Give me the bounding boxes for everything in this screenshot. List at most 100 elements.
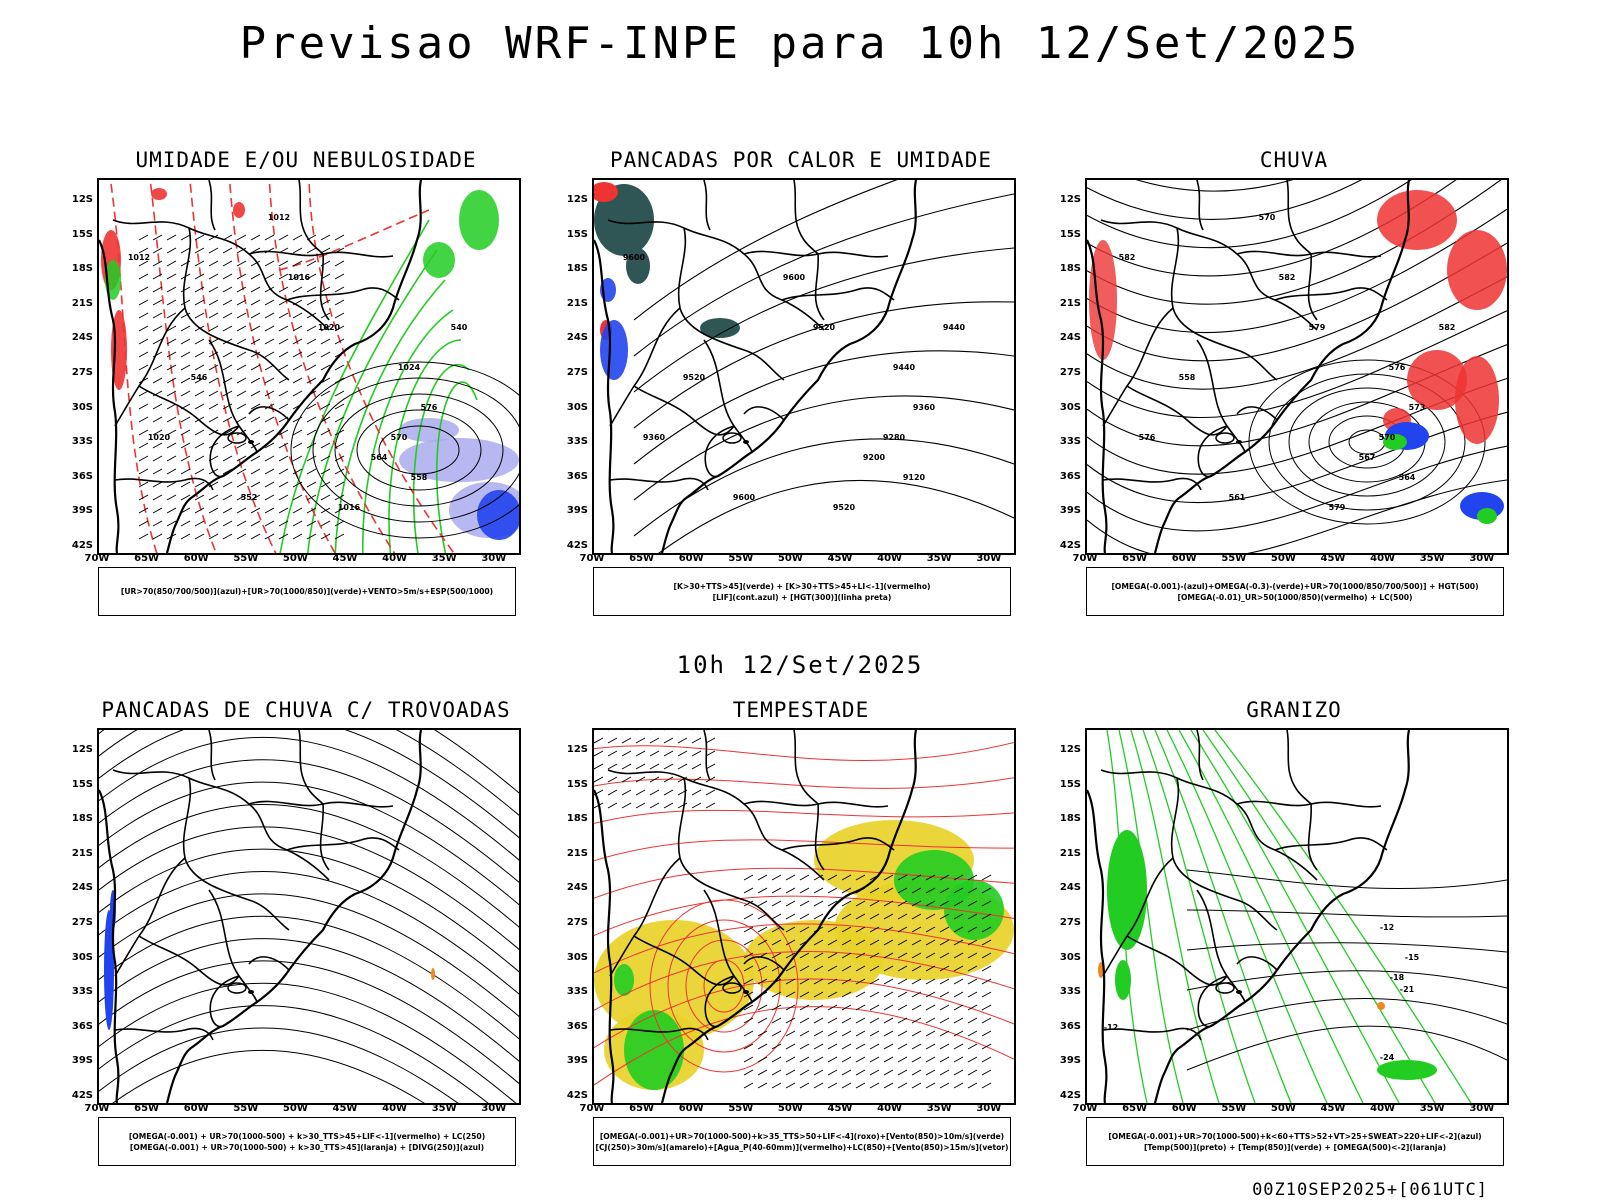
wind-vector [152,338,163,345]
lon-tick-label: 45W [332,1103,358,1114]
thickness-contour [228,180,336,553]
wind-vector [897,913,908,920]
wind-vector [813,965,824,972]
wind-vector [180,520,191,527]
state-border [138,385,240,436]
wind-vector [827,1017,838,1024]
wind-vector [152,481,163,488]
wind-vector [743,926,754,933]
wind-vector [621,776,632,783]
wind-vector [911,1082,922,1089]
wind-vector [953,913,964,920]
wind-vector [138,273,149,280]
legend-line: [OMEGA(-0.001) + UR>70(1000-500) + k>30_… [129,1142,485,1152]
wind-vector [194,520,205,527]
wind-vector [138,481,149,488]
wind-vector [869,965,880,972]
wind-vector [691,763,702,770]
wind-vector [799,874,810,881]
wind-vector [911,1030,922,1037]
contour-label: 1012 [128,253,150,262]
wind-vector [897,1069,908,1076]
wind-vector [785,1017,796,1024]
geopotential-contour [658,479,1014,553]
wind-vector [607,776,618,783]
lat-tick-label: 39S [566,505,588,517]
humidity-patch [233,202,245,218]
lat-tick-label: 36S [1059,1020,1081,1032]
state-border [1286,180,1312,255]
wind-vector [799,1082,810,1089]
wind-vector [138,299,149,306]
wind-vector [883,900,894,907]
state-border [319,253,330,321]
thickness-contour [278,209,430,271]
map-frame: -12 -15 -18 -21 -24 -12 [1085,728,1509,1105]
wind-vector [236,416,247,423]
contour-label: 9360 [913,403,936,412]
wind-vector [194,455,205,462]
lon-tick-label: 45W [827,1103,853,1114]
wind-vector [250,312,261,319]
lat-tick-label: 39S [71,1055,93,1067]
wind-vector [827,900,838,907]
lon-tick-label: 50W [1270,553,1296,564]
lat-tick-label: 42S [566,540,588,551]
wind-vector [320,468,331,475]
wind-vector [743,1069,754,1076]
jet-streamline [99,730,519,794]
wind-vector [166,494,177,501]
wind-vector [911,887,922,894]
contour-label: 1020 [318,323,341,332]
red-streamline [594,978,1014,1049]
wind-vector [953,1082,964,1089]
wind-vector [869,1017,880,1024]
lat-tick-label: 15S [566,778,588,790]
state-border [1196,180,1204,231]
wind-vector [320,390,331,397]
wind-vector [925,1030,936,1037]
wind-vector [855,939,866,946]
wind-vector [278,364,289,371]
lon-tick-label: 70W [84,1103,110,1114]
wind-vector [166,416,177,423]
wind-vector [967,965,978,972]
wind-vector [250,416,261,423]
legend-line: [OMEGA(-0.001) + UR>70(1000-500) + k>30_… [128,1131,486,1141]
lat-tick-label: 33S [1059,436,1081,448]
wind-vector [953,952,964,959]
deep-moisture-shade [477,490,519,540]
wind-vector [799,887,810,894]
wind-vector [911,939,922,946]
humidity-patch [423,242,455,278]
panel-title: UMIDADE E/OU NEBULOSIDADE [135,148,477,172]
wind-vector [663,737,674,744]
wind-vector [292,507,303,514]
wind-vector [222,273,233,280]
wind-vector [827,1069,838,1076]
wind-vector [953,1004,964,1011]
wind-vector [925,1056,936,1063]
contour-label: 576 [1389,363,1406,372]
wind-vector [785,1030,796,1037]
wind-vector [925,939,936,946]
wind-vector [278,494,289,501]
wind-vector [757,978,768,985]
wind-vector [967,1017,978,1024]
wind-vector [799,1043,810,1050]
map-canvas [99,730,519,1103]
temperature-850-contour [1107,830,1147,950]
contour-label: 561 [1229,493,1246,502]
lat-tick-label: 18S [1059,263,1081,275]
wind-vector [841,991,852,998]
wind-vector [705,750,716,757]
wind-vector [771,913,782,920]
wind-vector [869,939,880,946]
wind-vector [649,776,660,783]
lat-tick-label: 42S [1059,540,1081,551]
wind-vector [236,507,247,514]
wind-vector [953,1056,964,1063]
wind-vector [194,234,205,241]
lon-tick-label: 35W [431,553,457,564]
lon-tick-label: 70W [84,553,110,564]
